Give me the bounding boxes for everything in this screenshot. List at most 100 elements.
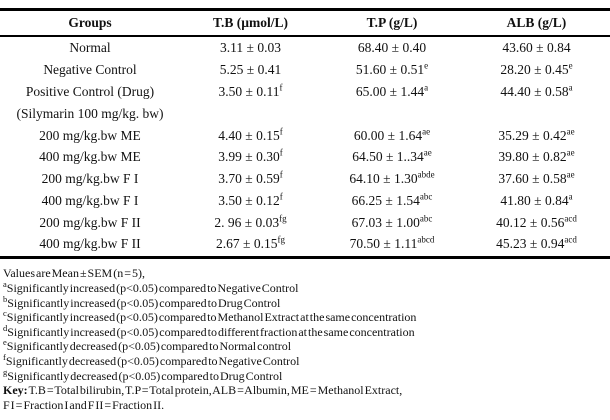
alb-value-cell: 28.20 ± 0.45e (500, 60, 573, 78)
alb-value-cell: 37.60 ± 0.58ae (498, 169, 575, 187)
footnote-line: Key: T.B = Total bilirubin, T.P = Total … (3, 383, 610, 398)
group-cell: 400 mg/kg.bw F I (41, 192, 139, 208)
significance-superscript: e (424, 60, 429, 71)
footnote-superscript: d (3, 322, 8, 333)
significance-superscript: ae (566, 126, 575, 137)
significance-superscript: f (279, 169, 283, 180)
group-cell: (Silymarin 100 mg/kg. bw) (16, 105, 164, 121)
alb-value-cell (463, 102, 610, 124)
significance-superscript: abc (419, 213, 433, 224)
results-table: Groups T.B (µmol/L) T.P (g/L) ALB (g/L) … (0, 8, 610, 260)
significance-superscript: abc (419, 191, 433, 202)
group-cell: Negative Control (43, 62, 137, 78)
footnote-bold-label: Key: (3, 383, 28, 398)
footnote-text: Significantly decreased (p<0.05) compare… (6, 339, 292, 354)
tb-value-cell: 2. 96 ± 0.03fg (214, 213, 287, 230)
footnotes: Values are Mean ± SEM (n = 5), aSignific… (0, 266, 610, 412)
alb-value-cell: 40.12 ± 0.56acd (496, 213, 577, 230)
tp-value-cell: 70.50 ± 1.11abcd (321, 233, 463, 260)
footnote-line: F I = Fraction I and F II = Fraction II. (3, 398, 610, 413)
significance-superscript: f (279, 147, 283, 158)
alb-value-cell: 41.80 ± 0.84a (500, 191, 573, 208)
footnote-text: T.B = Total bilirubin, T.P = Total prote… (27, 383, 403, 398)
tb-value-cell: 3.99 ± 0.30f (218, 147, 283, 165)
table-row: Negative Control 5.25 ± 0.41 51.60 ± 0.5… (0, 59, 610, 81)
footnote-text: F I = Fraction I and F II = Fraction II. (3, 397, 165, 412)
footnote-line: cSignificantly increased (p<0.05) compar… (3, 308, 610, 325)
column-header-tb: T.B (µmol/L) (180, 8, 321, 37)
tb-value-cell: 4.40 ± 0.15f (218, 126, 283, 143)
header-row: Groups T.B (µmol/L) T.P (g/L) ALB (g/L) (0, 8, 610, 37)
footnote-text: Significantly increased (p<0.05) compare… (6, 281, 299, 296)
significance-superscript: f (279, 191, 283, 202)
table-row: 400 mg/kg.bw ME 3.99 ± 0.30f 64.50 ± 1..… (0, 146, 610, 168)
tb-value-cell (180, 102, 321, 124)
tp-value-cell (321, 102, 463, 124)
significance-superscript: a (568, 82, 573, 93)
alb-value-cell: 35.29 ± 0.42ae (498, 126, 575, 143)
group-cell: 400 mg/kg.bw F II (0, 233, 180, 260)
group-cell: 200 mg/kg.bw F I (41, 171, 139, 187)
footnote-superscript: f (3, 351, 6, 362)
significance-superscript: ae (566, 169, 575, 180)
footnote-text: Significantly decreased (p<0.05) compare… (5, 353, 300, 368)
significance-superscript: ae (423, 147, 432, 158)
tb-value-cell: 3.70 ± 0.59f (218, 169, 283, 187)
tp-value-cell: 68.40 ± 0.40 (357, 40, 427, 56)
tb-value-cell: 3.50 ± 0.11f (218, 82, 283, 99)
footnote-text: Significantly increased (p<0.05) compare… (7, 295, 281, 310)
table-row: (Silymarin 100 mg/kg. bw) (0, 102, 610, 124)
tb-value-cell: 3.11 ± 0.03 (220, 40, 281, 56)
significance-superscript: acd (564, 213, 577, 224)
group-cell: Positive Control (Drug) (25, 83, 155, 99)
footnote-superscript: g (3, 366, 8, 377)
group-cell: Normal (69, 40, 111, 56)
table-row: 200 mg/kg.bw F I 3.70 ± 0.59f 64.10 ± 1.… (0, 168, 610, 190)
significance-superscript: abcd (417, 234, 435, 245)
significance-superscript: fg (277, 234, 285, 245)
significance-superscript: a (568, 191, 573, 202)
tp-value-cell: 66.25 ± 1.54abc (351, 191, 433, 208)
group-cell: 400 mg/kg.bw ME (39, 149, 141, 165)
significance-superscript: acd (564, 234, 577, 245)
significance-superscript: e (568, 60, 573, 71)
tb-value-cell: 3.50 ± 0.12f (218, 191, 283, 208)
column-header-tp: T.P (g/L) (321, 8, 463, 37)
table-row: Normal 3.11 ± 0.03 68.40 ± 0.40 43.60 ± … (0, 36, 610, 59)
footnote-text: Significantly increased (p<0.05) compare… (6, 310, 417, 325)
table-row: 200 mg/kg.bw ME 4.40 ± 0.15f 60.00 ± 1.6… (0, 124, 610, 146)
footnote-line: fSignificantly decreased (p<0.05) compar… (3, 351, 610, 369)
significance-superscript: a (424, 82, 429, 93)
footnote-superscript: c (3, 308, 7, 319)
tp-value-cell: 64.50 ± 1..34ae (352, 147, 432, 165)
footnote-superscript: b (3, 293, 8, 304)
group-cell: 200 mg/kg.bw F II (39, 214, 141, 230)
table-row: 400 mg/kg.bw F I 3.50 ± 0.12f 66.25 ± 1.… (0, 189, 610, 211)
table-row: 400 mg/kg.bw F II 2.67 ± 0.15fg 70.50 ± … (0, 233, 610, 260)
tp-value-cell: 64.10 ± 1.30abde (349, 169, 435, 187)
significance-superscript: f (279, 126, 283, 137)
alb-value-cell: 39.80 ± 0.82ae (498, 147, 575, 165)
footnote-line: bSignificantly increased (p<0.05) compar… (3, 293, 610, 311)
alb-value-cell: 43.60 ± 0.84 (502, 40, 571, 56)
footnote-line: dSignificantly increased (p<0.05) compar… (3, 322, 610, 340)
footnote-text: Values are Mean ± SEM (n = 5), (3, 266, 145, 281)
footnote-superscript: a (3, 279, 7, 290)
tb-value-cell: 2.67 ± 0.15fg (180, 233, 321, 260)
tp-value-cell: 51.60 ± 0.51e (355, 60, 429, 78)
footnote-line: eSignificantly decreased (p<0.05) compar… (3, 338, 610, 354)
alb-value-cell: 45.23 ± 0.94acd (463, 233, 610, 260)
group-cell: 200 mg/kg.bw ME (39, 127, 141, 143)
footnote-line: gSignificantly decreased (p<0.05) compar… (3, 366, 610, 384)
significance-superscript: abde (417, 169, 435, 180)
tp-value-cell: 60.00 ± 1.64ae (353, 126, 431, 143)
table-row: Positive Control (Drug) 3.50 ± 0.11f 65.… (0, 81, 610, 103)
footnote-line: aSignificantly increased (p<0.05) compar… (3, 279, 610, 296)
column-header-groups: Groups (0, 8, 180, 37)
column-header-alb: ALB (g/L) (463, 8, 610, 37)
table-row: 200 mg/kg.bw F II 2. 96 ± 0.03fg 67.03 ±… (0, 211, 610, 233)
tb-value-cell: 5.25 ± 0.41 (219, 62, 282, 78)
significance-superscript: ae (566, 147, 575, 158)
tp-value-cell: 65.00 ± 1.44a (355, 82, 429, 99)
